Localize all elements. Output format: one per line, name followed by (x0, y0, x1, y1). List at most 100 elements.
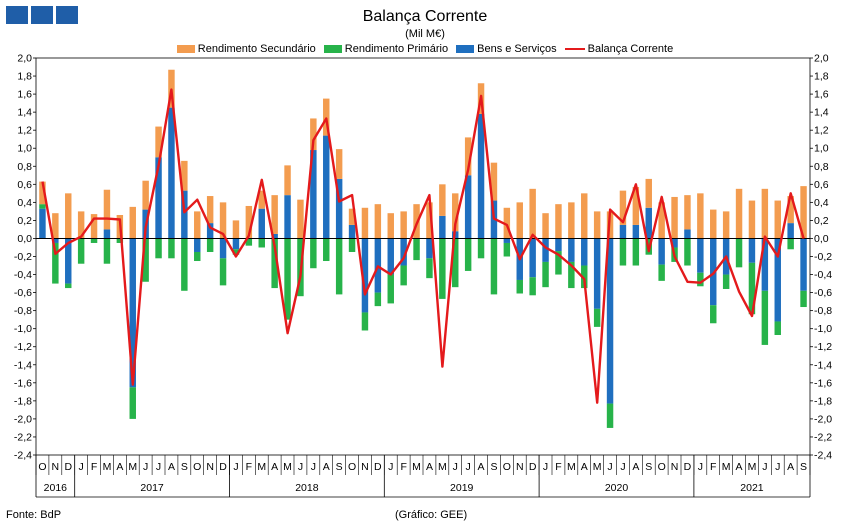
bar-bens-servicos (310, 150, 317, 239)
bar-rendimento-secundario (735, 188, 743, 239)
x-tick-label: N (361, 461, 369, 473)
bar-rendimento-primario (748, 262, 756, 315)
x-tick-label: O (658, 461, 666, 473)
y-tick-label-left: 0,2 (17, 215, 32, 227)
legend-item-bens: Bens e Serviços (456, 43, 557, 55)
y-tick-label-left: 1,4 (17, 107, 32, 119)
y-tick-label-right: -1,6 (814, 377, 832, 389)
y-tick-label-right: -2,4 (814, 450, 832, 462)
x-tick-label: N (52, 461, 60, 473)
bar-rendimento-secundario (464, 137, 472, 176)
bar-bens-servicos (529, 238, 536, 278)
bar-rendimento-secundario (400, 211, 407, 239)
x-tick-label: D (684, 461, 692, 473)
bar-rendimento-primario (284, 238, 291, 320)
x-tick-label: A (168, 461, 175, 473)
bar-rendimento-primario (348, 238, 356, 252)
x-tick-label: J (775, 461, 780, 473)
x-tick-label: J (762, 461, 767, 473)
x-tick-label: M (567, 461, 576, 473)
x-tick-label: J (156, 461, 161, 473)
bar-rendimento-primario (271, 238, 278, 289)
y-tick-label-left: -0,2 (14, 251, 32, 263)
x-tick-label: M (593, 461, 602, 473)
bar-bens-servicos (52, 238, 59, 243)
bar-rendimento-secundario (39, 181, 46, 205)
y-tick-label-left: -0,4 (14, 269, 32, 281)
bar-bens-servicos (219, 238, 227, 259)
legend-swatch-primario (323, 45, 342, 53)
x-tick-label: J (543, 461, 548, 473)
y-tick-label-left: -1,6 (14, 377, 32, 389)
bar-bens-servicos (774, 238, 781, 322)
bar-rendimento-secundario (219, 202, 227, 239)
bar-bens-servicos (439, 215, 446, 239)
bar-rendimento-secundario (374, 204, 382, 239)
bar-rendimento-primario (490, 238, 498, 295)
bar-rendimento-secundario (232, 220, 240, 239)
y-tick-label-right: 1,6 (814, 89, 829, 101)
x-tick-label: D (374, 461, 382, 473)
bar-bens-servicos (606, 238, 614, 404)
bar-rendimento-primario (593, 308, 601, 327)
bar-rendimento-secundario (323, 98, 330, 136)
bar-rendimento-primario (542, 261, 549, 288)
bar-rendimento-primario (142, 238, 149, 282)
bar-rendimento-secundario (452, 193, 459, 232)
bar-rendimento-primario (477, 238, 485, 259)
legend-label-primario: Rendimento Primário (344, 43, 449, 55)
bar-rendimento-primario (761, 290, 769, 345)
bar-rendimento-primario (258, 238, 265, 248)
bar-rendimento-primario (194, 251, 201, 262)
x-tick-label: J (698, 461, 703, 473)
chart-title: Balança Corrente (362, 8, 488, 25)
legend-swatch-secundario (176, 45, 195, 53)
bar-rendimento-secundario (361, 207, 369, 239)
x-tick-label: O (193, 461, 201, 473)
x-tick-label: F (710, 461, 716, 473)
y-tick-label-left: -1,0 (14, 323, 32, 335)
bar-rendimento-primario (619, 238, 627, 266)
x-tick-label: O (348, 461, 356, 473)
y-tick-label-left: -1,8 (14, 395, 32, 407)
x-tick-label: S (645, 461, 652, 473)
bar-bens-servicos (361, 238, 369, 313)
x-tick-label: N (671, 461, 679, 473)
bar-rendimento-primario (168, 238, 175, 259)
bar-rendimento-primario (632, 238, 640, 266)
x-tick-label: M (283, 461, 292, 473)
x-tick-label: J (298, 461, 303, 473)
bar-rendimento-primario (310, 238, 317, 269)
x-tick-label: A (478, 461, 485, 473)
bar-rendimento-primario (90, 238, 98, 243)
y-tick-label-left: 2,0 (17, 53, 32, 65)
bar-rendimento-primario (555, 251, 562, 275)
bar-rendimento-secundario (258, 190, 265, 209)
bar-bens-servicos (181, 190, 188, 239)
year-label: 2021 (740, 482, 764, 494)
x-tick-label: J (466, 461, 471, 473)
y-tick-label-left: 1,0 (17, 143, 32, 155)
source-note: Fonte: BdP (6, 509, 62, 521)
bar-bens-servicos (671, 238, 678, 248)
bar-rendimento-primario (361, 312, 369, 331)
legend-swatch-balanca (564, 48, 585, 50)
bar-bens-servicos (65, 238, 72, 284)
legend-item-balanca: Balança Corrente (564, 43, 673, 55)
credit-note: (Gráfico: GEE) (395, 509, 468, 521)
legend-item-primario: Rendimento Primário (323, 43, 449, 55)
bar-rendimento-secundario (542, 213, 549, 239)
gee-logo (6, 6, 78, 24)
bar-bens-servicos (619, 224, 627, 239)
bar-rendimento-secundario (697, 193, 704, 239)
bar-bens-servicos (387, 238, 394, 275)
year-label: 2018 (295, 482, 319, 494)
x-tick-label: F (246, 461, 252, 473)
bar-bens-servicos (684, 229, 691, 239)
bar-bens-servicos (271, 233, 278, 239)
x-tick-label: O (503, 461, 511, 473)
bar-bens-servicos (477, 113, 485, 239)
bar-rendimento-primario (581, 265, 588, 289)
bar-rendimento-primario (697, 272, 704, 287)
bar-rendimento-primario (116, 238, 124, 243)
